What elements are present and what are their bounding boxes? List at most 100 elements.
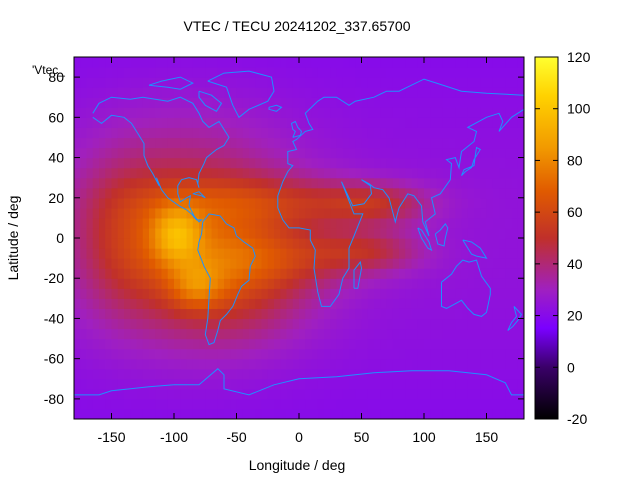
heatmap-cell [111, 97, 119, 108]
heatmap-cell [236, 398, 244, 410]
heatmap-cell [249, 187, 256, 199]
heatmap-cell [336, 57, 344, 68]
heatmap-cell [155, 227, 163, 239]
heatmap-cell [105, 157, 113, 169]
heatmap-cell [305, 227, 313, 239]
heatmap-cell [442, 157, 450, 169]
heatmap-cell [192, 408, 200, 419]
heatmap-cell [311, 308, 319, 320]
heatmap-cell [374, 117, 381, 128]
heatmap-cell [380, 217, 388, 229]
heatmap-cell [267, 217, 275, 229]
heatmap-cell [486, 278, 494, 289]
heatmap-cell [355, 57, 363, 68]
heatmap-cell [492, 127, 500, 139]
heatmap-cell [461, 127, 469, 139]
heatmap-cell [192, 278, 200, 289]
heatmap-cell [267, 157, 275, 169]
heatmap-cell [111, 117, 119, 128]
heatmap-cell [492, 398, 500, 410]
heatmap-cell [217, 227, 225, 239]
heatmap-cell [317, 388, 325, 400]
heatmap-cell [155, 157, 163, 169]
colorbar-tick-label: 0 [567, 359, 575, 375]
heatmap-cell [174, 207, 181, 219]
heatmap-cell [355, 177, 363, 189]
heatmap-cell [399, 97, 406, 108]
heatmap-cell [99, 67, 106, 78]
heatmap-cell [367, 258, 375, 269]
heatmap-cell [267, 388, 275, 400]
heatmap-cell [199, 278, 206, 289]
heatmap-cell [267, 238, 275, 249]
heatmap-cell [99, 368, 106, 380]
heatmap-cell [449, 408, 456, 419]
heatmap-cell [380, 378, 388, 390]
heatmap-cell [324, 67, 331, 78]
heatmap-cell [336, 388, 344, 400]
heatmap-cell [317, 338, 325, 350]
heatmap-cell [217, 328, 225, 340]
heatmap-cell [249, 338, 256, 350]
heatmap-cell [424, 358, 431, 370]
heatmap-cell [205, 398, 213, 410]
heatmap-cell [86, 238, 94, 249]
heatmap-cell [142, 318, 150, 330]
heatmap-cell [467, 298, 475, 309]
heatmap-cell [342, 398, 350, 410]
heatmap-cell [149, 308, 156, 320]
heatmap-cell [224, 288, 231, 299]
heatmap-cell [442, 197, 450, 209]
heatmap-cell [367, 197, 375, 209]
heatmap-cell [374, 147, 381, 159]
heatmap-cell [342, 278, 350, 289]
heatmap-cell [105, 358, 113, 370]
heatmap-cell [480, 207, 488, 219]
heatmap-cell [336, 368, 344, 380]
heatmap-cell [299, 268, 306, 279]
heatmap-cell [199, 137, 206, 149]
heatmap-cell [224, 197, 231, 209]
heatmap-cell [286, 368, 294, 380]
heatmap-cell [161, 157, 169, 169]
heatmap-cell [436, 278, 444, 289]
heatmap-cell [255, 187, 263, 199]
heatmap-cell [486, 147, 494, 159]
heatmap-cell [236, 328, 244, 340]
heatmap-cell [80, 258, 88, 269]
heatmap-cell [467, 368, 475, 380]
heatmap-cell [455, 127, 463, 139]
heatmap-cell [199, 197, 206, 209]
heatmap-cell [249, 197, 256, 209]
heatmap-cell [124, 57, 131, 68]
heatmap-cell [380, 167, 388, 179]
heatmap-cell [449, 298, 456, 309]
heatmap-cell [230, 278, 238, 289]
heatmap-cell [217, 268, 225, 279]
y-tick-label: 40 [48, 150, 64, 166]
heatmap-cell [392, 77, 400, 88]
heatmap-cell [411, 328, 419, 340]
heatmap-cell [167, 368, 175, 380]
heatmap-cell [155, 358, 163, 370]
heatmap-cell [299, 127, 306, 139]
heatmap-cell [199, 107, 206, 118]
heatmap-cell [449, 238, 456, 249]
heatmap-cell [167, 147, 175, 159]
heatmap-cell [261, 187, 269, 199]
heatmap-cell [130, 87, 138, 98]
heatmap-cell [242, 147, 250, 159]
heatmap-cell [461, 358, 469, 370]
heatmap-cell [117, 67, 125, 78]
heatmap-cell [280, 258, 288, 269]
heatmap-cell [430, 157, 438, 169]
heatmap-cell [117, 358, 125, 370]
heatmap-cell [117, 288, 125, 299]
heatmap-cell [267, 177, 275, 189]
heatmap-cell [199, 288, 206, 299]
heatmap-cell [324, 328, 331, 340]
heatmap-cell [136, 67, 144, 78]
heatmap-cell [430, 87, 438, 98]
heatmap-cell [417, 258, 425, 269]
